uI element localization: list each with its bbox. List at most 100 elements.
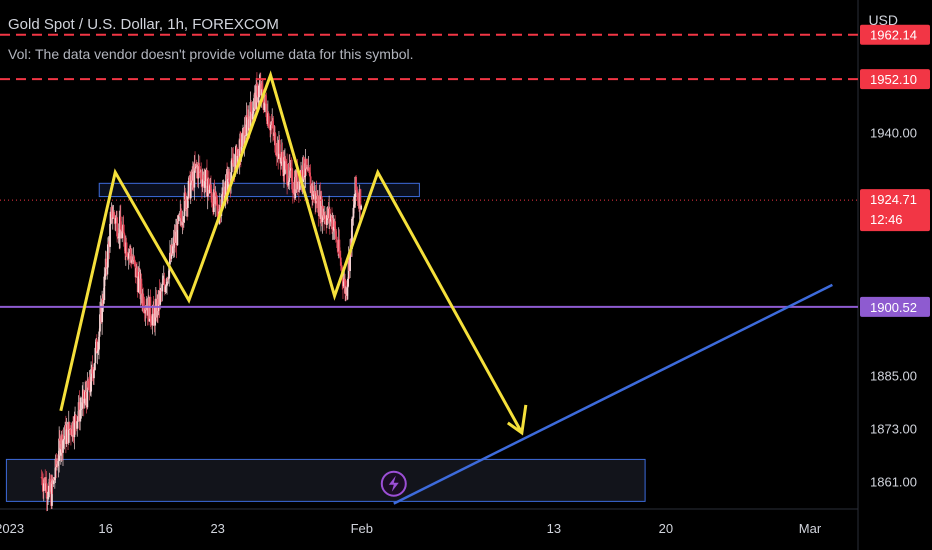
candle-body bbox=[240, 146, 243, 155]
candle-body bbox=[55, 458, 58, 468]
candle-body bbox=[224, 180, 227, 196]
candle-body bbox=[356, 192, 359, 200]
x-tick-label-3: Feb bbox=[351, 521, 373, 536]
candle-body bbox=[137, 276, 140, 293]
candle-body bbox=[77, 416, 79, 422]
candle-body bbox=[178, 214, 181, 216]
candle-body bbox=[269, 124, 272, 131]
y-tick-label-3: 1861.00 bbox=[870, 474, 917, 489]
candle-body bbox=[332, 226, 335, 231]
candle-body bbox=[65, 429, 68, 444]
candle-body bbox=[291, 168, 294, 190]
price-level-label-0: 1962.14 bbox=[870, 28, 917, 43]
candle-body bbox=[239, 139, 242, 155]
candle-body bbox=[284, 160, 286, 174]
candle-body bbox=[353, 204, 356, 208]
candle-body bbox=[285, 161, 288, 165]
candle-body bbox=[159, 290, 162, 305]
candle-body bbox=[53, 477, 56, 481]
candle-body bbox=[106, 267, 109, 269]
candle-body bbox=[111, 217, 114, 219]
candle-body bbox=[296, 170, 299, 190]
candle-body bbox=[215, 192, 217, 197]
candle-body bbox=[105, 258, 108, 269]
x-tick-label-1: 16 bbox=[98, 521, 112, 536]
candle-body bbox=[206, 185, 209, 197]
candle-body bbox=[94, 347, 97, 364]
candle-body bbox=[239, 138, 242, 140]
candle-body bbox=[216, 206, 219, 217]
candle-body bbox=[90, 369, 92, 392]
symbol-title[interactable]: Gold Spot / U.S. Dollar, 1h, FOREXCOM bbox=[8, 16, 279, 33]
candle-body bbox=[258, 84, 261, 86]
candle-body bbox=[152, 305, 155, 314]
candle-body bbox=[289, 162, 291, 171]
candle-body bbox=[198, 166, 201, 173]
candle-body bbox=[256, 84, 258, 86]
candle-body bbox=[49, 478, 52, 492]
candle-body bbox=[207, 178, 210, 194]
candle-body bbox=[83, 398, 86, 404]
candle-body bbox=[98, 331, 101, 337]
candle-body bbox=[143, 308, 145, 310]
candle-body bbox=[334, 229, 337, 239]
price-level-tag-0 bbox=[860, 24, 930, 45]
candle-body bbox=[116, 217, 118, 237]
candle-body bbox=[256, 85, 259, 103]
y-tick-label-2: 1873.00 bbox=[870, 421, 917, 436]
candle-body bbox=[244, 135, 247, 137]
candle-body bbox=[51, 480, 53, 506]
candle-body bbox=[102, 300, 105, 304]
candle-body bbox=[247, 117, 250, 131]
candle-body bbox=[272, 128, 275, 137]
candle-body bbox=[154, 306, 157, 326]
currency-label[interactable]: USD bbox=[868, 12, 898, 28]
candle-body bbox=[278, 139, 281, 154]
candle-body bbox=[91, 367, 94, 374]
candle-body bbox=[81, 397, 84, 409]
candle-body bbox=[144, 308, 147, 314]
candle-body bbox=[215, 196, 218, 205]
candle-body bbox=[255, 84, 258, 110]
lightning-icon bbox=[388, 475, 399, 492]
current-price-tag bbox=[860, 189, 930, 232]
candle-body bbox=[187, 180, 190, 197]
candle-body bbox=[198, 164, 200, 167]
candle-body bbox=[265, 103, 268, 118]
candle-body bbox=[197, 164, 200, 179]
candle-body bbox=[140, 278, 143, 295]
candle-body bbox=[251, 113, 254, 120]
candle-body bbox=[226, 171, 229, 194]
candle-body bbox=[201, 179, 204, 187]
price-axis bbox=[858, 0, 932, 550]
candle-body bbox=[351, 218, 353, 249]
candle-body bbox=[161, 284, 164, 292]
candle-body bbox=[312, 194, 315, 199]
candle-body bbox=[171, 246, 174, 254]
candle-body bbox=[344, 278, 347, 295]
price-level-tag-2 bbox=[860, 296, 930, 317]
candle-body bbox=[57, 461, 60, 466]
candle-body bbox=[125, 242, 128, 256]
candle-body bbox=[177, 214, 180, 222]
candle-body bbox=[230, 172, 232, 187]
candle-body bbox=[79, 409, 82, 411]
trend-line bbox=[393, 283, 833, 505]
support-box bbox=[5, 458, 646, 502]
candle-body bbox=[122, 224, 125, 234]
candle-body bbox=[227, 171, 230, 180]
candle-body bbox=[261, 83, 264, 90]
candle-body bbox=[359, 189, 362, 210]
candle-body bbox=[150, 318, 153, 324]
candle-body bbox=[275, 152, 277, 156]
candle-body bbox=[290, 167, 293, 169]
candle-body bbox=[214, 192, 217, 205]
resistance-box bbox=[98, 182, 420, 198]
candle-body bbox=[95, 339, 98, 353]
candle-body bbox=[309, 172, 311, 177]
candle-body bbox=[336, 240, 339, 249]
candle-body bbox=[340, 265, 343, 268]
candle-body bbox=[249, 102, 252, 128]
candle-body bbox=[165, 285, 168, 287]
